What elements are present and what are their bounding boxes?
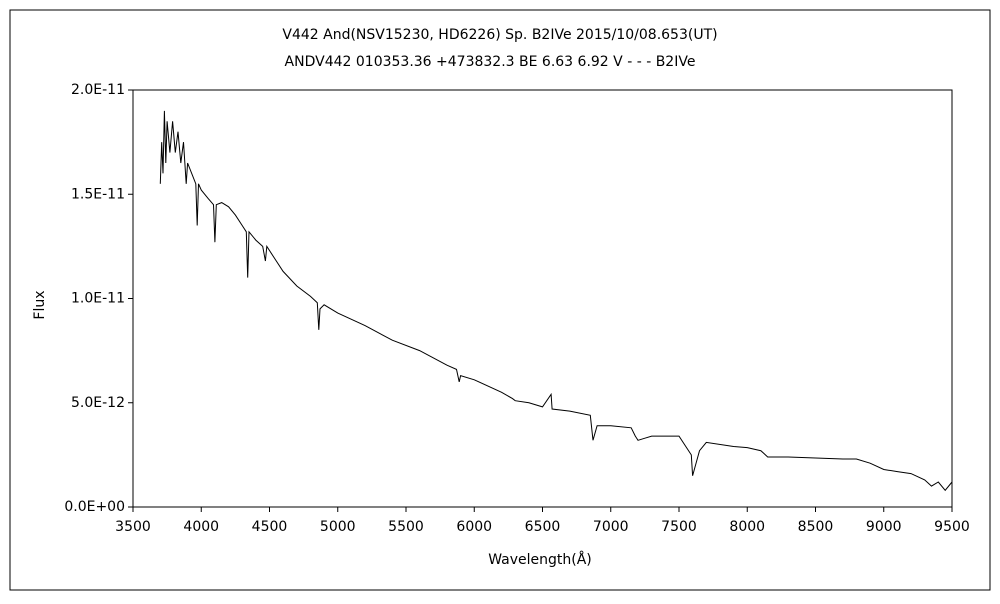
x-tick-label: 6000 (456, 519, 492, 535)
y-tick-label: 0.0E+00 (64, 499, 125, 515)
x-tick-label: 3500 (115, 519, 151, 535)
y-tick-label: 1.5E-11 (71, 186, 125, 202)
x-tick-label: 7500 (661, 519, 697, 535)
x-tick-label: 6500 (525, 519, 561, 535)
x-axis-label: Wavelength(Å) (488, 551, 592, 568)
x-tick-label: 8500 (798, 519, 834, 535)
spectrum-line (159, 110, 953, 492)
x-tick-label: 4500 (252, 519, 288, 535)
x-tick-label: 8000 (729, 519, 765, 535)
y-tick-label: 5.0E-12 (71, 395, 125, 411)
chart-subtitle: ANDV442 010353.36 +473832.3 BE 6.63 6.92… (285, 54, 696, 70)
y-axis-label: Flux (32, 290, 48, 319)
x-tick-label: 7000 (593, 519, 629, 535)
y-tick-label: 2.0E-11 (71, 82, 125, 98)
x-tick-label: 5000 (320, 519, 356, 535)
y-tick-label: 1.0E-11 (71, 291, 125, 307)
chart-title: V442 And(NSV15230, HD6226) Sp. B2IVe 201… (282, 27, 717, 43)
x-tick-label: 9000 (866, 519, 902, 535)
x-tick-label: 5500 (388, 519, 424, 535)
x-tick-label: 4000 (183, 519, 219, 535)
frame (9, 9, 991, 591)
x-tick-label: 9500 (934, 519, 970, 535)
